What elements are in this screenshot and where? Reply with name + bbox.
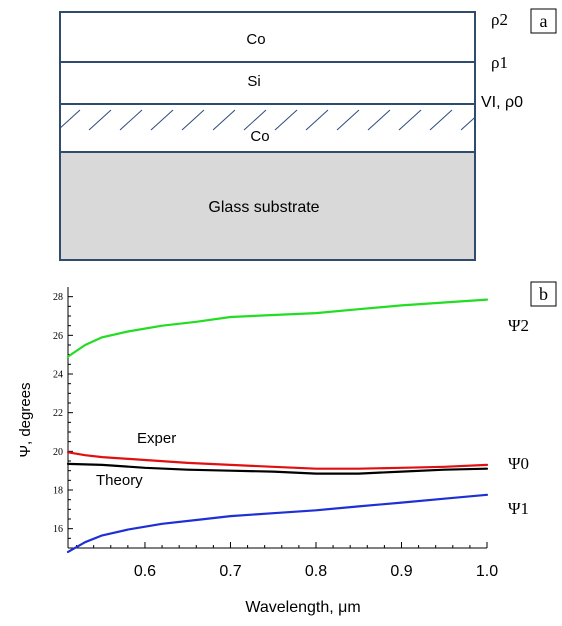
hatch-mark — [119, 109, 143, 131]
hatch-mark — [429, 109, 453, 131]
hatch-mark — [181, 109, 205, 131]
glass-substrate — [59, 151, 476, 261]
interface-label-vi-rho0: VI, ρ0 — [481, 94, 523, 111]
hatch-mark — [88, 109, 112, 131]
hatch-mark — [274, 109, 298, 131]
layer-co-bottom — [59, 103, 476, 153]
y-tick-label: 24 — [53, 370, 63, 381]
y-tick-label: 26 — [53, 331, 63, 342]
x-tick-label: 0.7 — [219, 563, 241, 580]
panel-a: Co Si Co Glass substrate ρ2 ρ1 VI, ρ0 a — [59, 8, 557, 261]
vi-hatch — [60, 109, 475, 131]
substrate-label: Glass substrate — [208, 199, 319, 216]
y-tick-label: 18 — [53, 486, 63, 497]
series-line-2 — [66, 298, 489, 358]
interface-label-rho2: ρ2 — [491, 10, 508, 29]
panel-b-tag: b — [539, 284, 548, 304]
y-tick-label: 22 — [53, 408, 63, 419]
x-tick-labels: 0.6 0.7 0.8 0.9 1.0 — [134, 563, 498, 580]
hatch-mark — [305, 109, 329, 131]
annotation-theory: Theory — [96, 472, 143, 489]
x-axis-label: Wavelength, μm — [245, 599, 360, 616]
hatch-mark — [150, 109, 174, 131]
layer-si-label: Si — [247, 73, 260, 90]
layer-co-bottom-label: Co — [250, 128, 269, 145]
x-tick-label: 0.9 — [390, 563, 412, 580]
y-tick-labels: 16 18 20 22 24 26 28 — [53, 292, 63, 535]
hatch-mark — [398, 109, 422, 131]
x-tick-label: 0.8 — [305, 563, 327, 580]
panel-a-tag: a — [540, 11, 548, 31]
y-axis-label: Ψ, degrees — [17, 382, 34, 457]
hatch-mark — [460, 116, 475, 131]
hatch-mark — [336, 109, 360, 131]
hatch-mark — [212, 109, 236, 131]
x-tick-label: 0.6 — [134, 563, 156, 580]
panel-a-tag-box — [530, 8, 557, 34]
y-tick-label: 28 — [53, 292, 63, 303]
x-tick-label: 1.0 — [476, 563, 498, 580]
y-tick-label: 20 — [53, 447, 63, 458]
interface-label-rho1: ρ1 — [491, 53, 508, 72]
series-line-exper — [66, 451, 489, 470]
chart-series — [66, 298, 489, 554]
layer-co-top-label: Co — [246, 31, 265, 48]
hatch-mark — [60, 109, 81, 129]
series-label-psi1: Ψ1 — [508, 499, 529, 518]
hatch-mark — [243, 109, 267, 131]
series-line-theory — [66, 462, 489, 475]
layer-si — [59, 61, 476, 105]
series-label-psi0: Ψ0 — [508, 454, 529, 473]
panel-b-tag-box — [530, 281, 557, 307]
series-line-1 — [66, 493, 489, 554]
layer-co-top — [59, 11, 476, 63]
chart-axes — [67, 287, 488, 549]
hatch-mark — [367, 109, 391, 131]
annotation-exper: Exper — [137, 430, 176, 447]
series-label-psi2: Ψ2 — [508, 316, 529, 335]
y-tick-label: 16 — [53, 524, 63, 535]
